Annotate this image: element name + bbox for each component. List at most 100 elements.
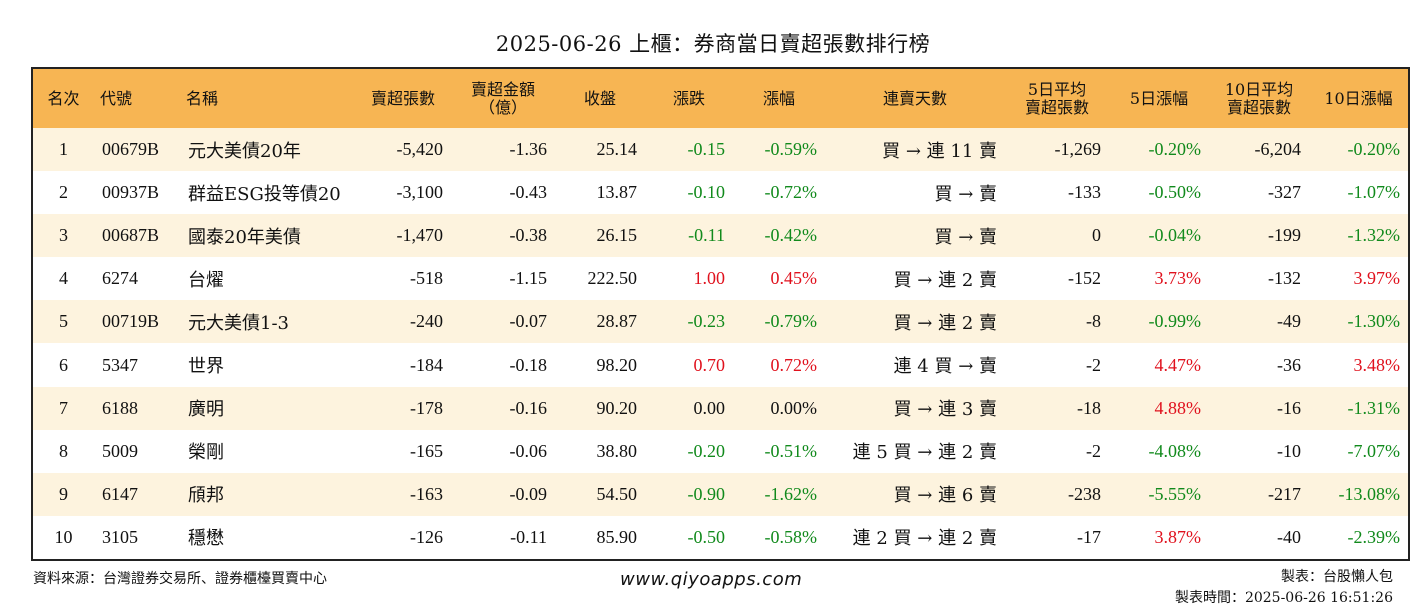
cell-sell-lots: -165 — [355, 429, 451, 473]
cell-avg5: -152 — [1005, 257, 1109, 301]
cell-close: 38.80 — [555, 429, 645, 473]
cell-avg10: -132 — [1209, 257, 1309, 301]
cell-streak: 買 → 連 2 賣 — [825, 257, 1005, 301]
cell-close: 222.50 — [555, 257, 645, 301]
cell-avg10: -49 — [1209, 300, 1309, 344]
table-row[interactable]: 10 3105 穩懋 -126 -0.11 85.90 -0.50 -0.58% 連 2 買 →… — [32, 515, 1409, 560]
cell-sell-lots: -184 — [355, 343, 451, 387]
cell-pct: -1.62% — [733, 472, 825, 516]
cell-name: 頎邦 — [180, 472, 355, 516]
cell-code: 00719B — [94, 300, 180, 344]
cell-name: 世界 — [180, 343, 355, 387]
cell-pct5: -0.50% — [1109, 171, 1209, 215]
table-row[interactable]: 1 00679B 元大美債20年 -5,420 -1.36 25.14 -0.15 -0.59… — [32, 128, 1409, 172]
cell-name: 元大美債1-3 — [180, 300, 355, 344]
header-label: 連賣天數 — [882, 88, 947, 108]
cell-sell-amount: -0.07 — [451, 300, 555, 344]
cell-code: 00687B — [94, 214, 180, 258]
header-label-sub: （億） — [478, 97, 527, 117]
cell-avg10: -199 — [1209, 214, 1309, 258]
cell-code: 6188 — [94, 386, 180, 430]
header-name: 名稱 — [180, 68, 355, 128]
made-time-label: 製表時間：2025-06-26 16:51:26 — [1174, 590, 1393, 606]
cell-rank: 1 — [32, 128, 94, 172]
cell-sell-amount: -0.38 — [451, 214, 555, 258]
cell-pct10: -13.08% — [1309, 472, 1409, 516]
cell-code: 6274 — [94, 257, 180, 301]
cell-change: -0.23 — [645, 300, 733, 344]
cell-pct5: -4.08% — [1109, 429, 1209, 473]
cell-streak: 買 → 連 3 賣 — [825, 386, 1005, 430]
cell-pct10: -1.31% — [1309, 386, 1409, 430]
cell-name: 廣明 — [180, 386, 355, 430]
cell-avg10: -327 — [1209, 171, 1309, 215]
cell-name: 榮剛 — [180, 429, 355, 473]
cell-sell-lots: -240 — [355, 300, 451, 344]
cell-change: -0.90 — [645, 472, 733, 516]
table-row[interactable]: 3 00687B 國泰20年美債 -1,470 -0.38 26.15 -0.11 -0.42… — [32, 214, 1409, 258]
data-source: 資料來源：台灣證券交易所、證券櫃檯買賣中心 — [33, 571, 327, 587]
table-row[interactable]: 6 5347 世界 -184 -0.18 98.20 0.70 0.72% 連 4 買 → 賣-… — [32, 343, 1409, 387]
cell-pct10: -7.07% — [1309, 429, 1409, 473]
cell-sell-lots: -518 — [355, 257, 451, 301]
cell-sell-amount: -1.15 — [451, 257, 555, 301]
table-row[interactable]: 8 5009 榮剛 -165 -0.06 38.80 -0.20 -0.51% 連 5 買 → … — [32, 429, 1409, 473]
cell-pct: -0.51% — [733, 429, 825, 473]
cell-name: 國泰20年美債 — [180, 214, 355, 258]
cell-change: -0.11 — [645, 214, 733, 258]
header-label: 名次 — [47, 88, 80, 108]
header-sell-lots: 賣超張數 — [355, 68, 451, 128]
table-row[interactable]: 9 6147 頎邦 -163 -0.09 54.50 -0.90 -1.62% 買 → 連 6 … — [32, 472, 1409, 516]
cell-pct10: -1.07% — [1309, 171, 1409, 215]
cell-change: 0.00 — [645, 386, 733, 430]
cell-sell-lots: -178 — [355, 386, 451, 430]
cell-streak: 連 2 買 → 連 2 賣 — [825, 515, 1005, 560]
cell-code: 3105 — [94, 515, 180, 560]
cell-pct: -0.59% — [733, 128, 825, 172]
cell-avg10: -16 — [1209, 386, 1309, 430]
cell-pct: 0.00% — [733, 386, 825, 430]
cell-avg10: -6,204 — [1209, 128, 1309, 172]
cell-sell-lots: -163 — [355, 472, 451, 516]
cell-name: 穩懋 — [180, 515, 355, 560]
cell-name: 元大美債20年 — [180, 128, 355, 172]
cell-pct: -0.42% — [733, 214, 825, 258]
cell-rank: 7 — [32, 386, 94, 430]
cell-rank: 5 — [32, 300, 94, 344]
cell-streak: 買 → 賣 — [825, 171, 1005, 215]
cell-rank: 3 — [32, 214, 94, 258]
cell-sell-lots: -1,470 — [355, 214, 451, 258]
footer-credits: 製表：台股懶人包 製表時間：2025-06-26 16:51:26 — [1175, 567, 1393, 609]
cell-avg5: -2 — [1005, 343, 1109, 387]
header-label: 漲幅 — [762, 88, 795, 108]
header-pct: 漲幅 — [733, 68, 825, 128]
cell-pct5: -0.99% — [1109, 300, 1209, 344]
table-row[interactable]: 4 6274 台燿 -518 -1.15 222.50 1.00 0.45% 買 → 連 2 賣… — [32, 257, 1409, 301]
cell-rank: 6 — [32, 343, 94, 387]
page-title: 2025-06-26 上櫃：券商當日賣超張數排行榜 — [495, 32, 931, 56]
header-label: 10日平均 — [1224, 79, 1294, 99]
website-link[interactable]: www.qiyoapps.com — [620, 569, 803, 590]
table-row[interactable]: 2 00937B 群益ESG投等債20 -3,100 -0.43 13.87 -0.10 -0… — [32, 171, 1409, 215]
cell-close: 90.20 — [555, 386, 645, 430]
cell-rank: 10 — [32, 515, 94, 560]
cell-streak: 買 → 連 6 賣 — [825, 472, 1005, 516]
header-avg10: 10日平均 賣超張數 — [1209, 68, 1309, 128]
cell-code: 00937B — [94, 171, 180, 215]
header-avg5: 5日平均 賣超張數 — [1005, 68, 1109, 128]
cell-pct5: 4.47% — [1109, 343, 1209, 387]
cell-avg10: -36 — [1209, 343, 1309, 387]
cell-change: 0.70 — [645, 343, 733, 387]
cell-pct5: 3.87% — [1109, 515, 1209, 560]
table-row[interactable]: 7 6188 廣明 -178 -0.16 90.20 0.00 0.00% 買 → 連 3 賣-… — [32, 386, 1409, 430]
cell-pct10: -1.32% — [1309, 214, 1409, 258]
cell-pct5: -0.20% — [1109, 128, 1209, 172]
table-row[interactable]: 5 00719B 元大美債1-3 -240 -0.07 28.87 -0.23 -0.79% 買… — [32, 300, 1409, 344]
header-label: 名稱 — [186, 88, 219, 108]
cell-sell-amount: -0.09 — [451, 472, 555, 516]
cell-pct10: -0.20% — [1309, 128, 1409, 172]
cell-name: 台燿 — [180, 257, 355, 301]
cell-code: 00679B — [94, 128, 180, 172]
cell-change: -0.50 — [645, 515, 733, 560]
cell-avg10: -40 — [1209, 515, 1309, 560]
